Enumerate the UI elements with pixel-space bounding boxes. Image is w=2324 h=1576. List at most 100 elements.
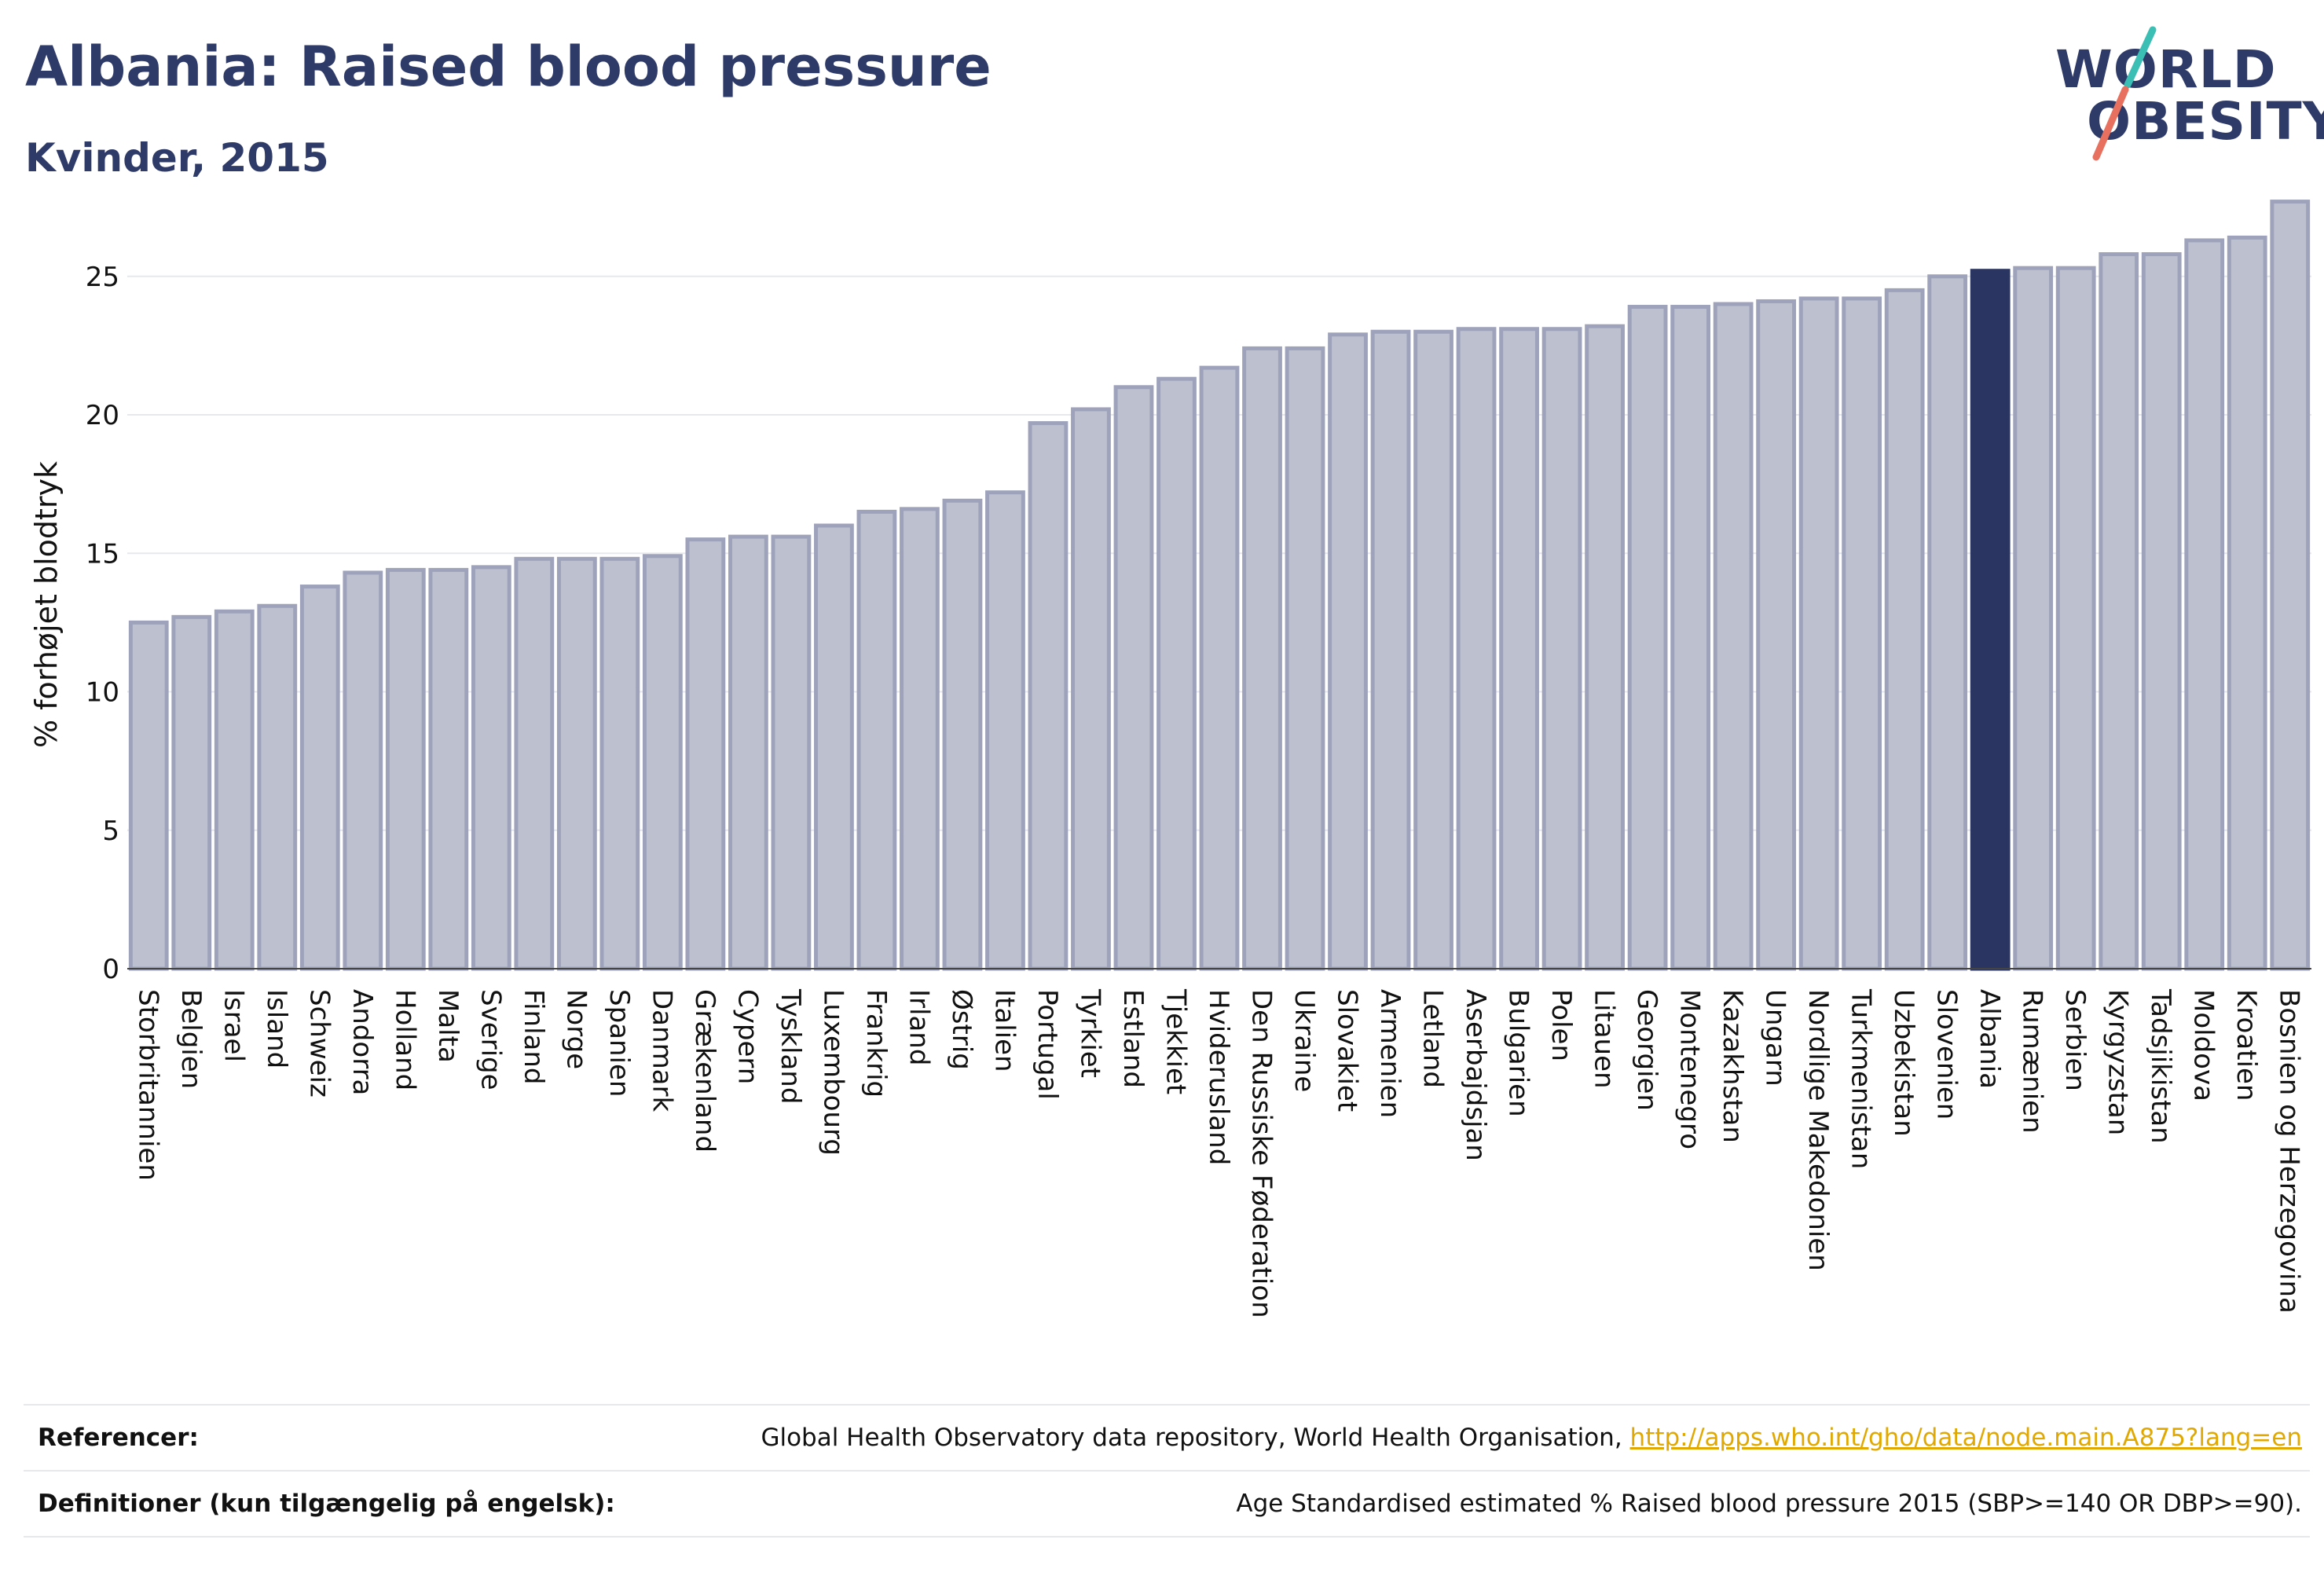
x-tick-label: Polen <box>1545 989 1577 1061</box>
x-tick-label: Kazakhstan <box>1717 989 1748 1143</box>
bar <box>2013 266 2054 971</box>
x-tick-label: Storbritannien <box>132 989 163 1181</box>
x-tick-label: Slovenien <box>1931 989 1963 1120</box>
bar <box>942 498 983 971</box>
bar <box>1157 376 1197 971</box>
x-tick-label: Aserbajdsjan <box>1460 989 1491 1161</box>
bar <box>214 609 255 971</box>
bar <box>1842 296 1882 971</box>
logo-text-world: WORLD <box>2055 39 2277 100</box>
bar <box>599 556 640 971</box>
x-tick-label: Slovakiet <box>1332 989 1363 1112</box>
chart-subtitle: Kvinder, 2015 <box>25 135 329 181</box>
y-tick-label: 25 <box>86 262 119 293</box>
x-tick-label: Albania <box>1974 989 2005 1089</box>
references-link[interactable]: http://apps.who.int/gho/data/node.main.A… <box>1629 1424 2302 1452</box>
bar <box>1285 346 1325 971</box>
x-tick-label: Portugal <box>1032 989 1063 1100</box>
bar <box>514 556 555 971</box>
bar <box>1370 329 1411 971</box>
x-tick-label: Bosnien og Herzegovina <box>2274 989 2305 1314</box>
bar <box>900 507 940 971</box>
definitions-row: Definitioner (kun tilgængelig på engelsk… <box>24 1470 2310 1538</box>
x-tick-label: Estland <box>1117 989 1149 1088</box>
x-tick-label: Kroatien <box>2231 989 2262 1101</box>
bar <box>556 556 597 971</box>
bar <box>1328 332 1368 971</box>
bar <box>257 603 298 971</box>
x-tick-label: Østrig <box>946 989 977 1070</box>
bar <box>1541 327 1582 971</box>
bar <box>2270 200 2311 971</box>
x-tick-label: Tadsjikistan <box>2145 988 2176 1144</box>
bar <box>1670 305 1711 971</box>
x-tick-label: Tjekkiet <box>1160 988 1191 1094</box>
x-tick-label: Bulgarien <box>1503 989 1534 1117</box>
bar <box>1884 288 1925 971</box>
x-tick-label: Den Russiske Føderation <box>1246 989 1277 1318</box>
y-tick-label: 0 <box>102 954 119 985</box>
bar <box>1585 324 1625 971</box>
y-axis-label: % forhøjet blodtryk <box>29 461 64 748</box>
bar <box>1028 421 1069 971</box>
bar <box>985 490 1025 971</box>
x-tick-label: Tyskland <box>775 988 806 1104</box>
bar-highlight <box>1970 269 2011 971</box>
bar <box>428 567 469 971</box>
bar <box>343 570 383 971</box>
references-text: Global Health Observatory data repositor… <box>761 1424 1630 1452</box>
x-tick-label: Moldova <box>2188 989 2220 1101</box>
x-tick-label: Nordlige Makedonien <box>1802 989 1834 1271</box>
x-tick-label: Belgien <box>175 989 207 1089</box>
x-tick-label: Hviderusland <box>1203 989 1234 1165</box>
bar <box>1413 329 1453 971</box>
world-obesity-logo: WORLD OBESITY <box>2043 24 2324 165</box>
x-tick-label: Norge <box>560 989 592 1069</box>
y-tick-label: 20 <box>86 400 119 431</box>
bar <box>685 537 726 971</box>
bar <box>171 614 212 971</box>
bar <box>299 585 340 971</box>
x-tick-label: Israel <box>218 989 249 1062</box>
bar <box>1798 296 1839 971</box>
logo-slash-icon <box>2092 26 2157 161</box>
x-tick-label: Schweiz <box>303 989 335 1098</box>
bar <box>856 509 897 971</box>
bar <box>1927 274 1968 971</box>
definitions-label: Definitioner (kun tilgængelig på engelsk… <box>38 1490 615 1518</box>
x-tick-label: Malta <box>432 989 464 1063</box>
references-label: Referencer: <box>38 1424 199 1452</box>
y-tick-label: 10 <box>86 677 119 709</box>
x-tick-label: Turkmenistan <box>1846 988 1877 1169</box>
x-tick-label: Grækenland <box>689 989 720 1153</box>
bar <box>1499 327 1539 971</box>
x-tick-label: Italien <box>988 989 1020 1072</box>
references-row: Referencer: Global Health Observatory da… <box>24 1404 2310 1470</box>
bar <box>471 565 511 971</box>
definitions-text: Age Standardised estimated % Raised bloo… <box>1236 1490 2302 1518</box>
x-tick-label: Uzbekistan <box>1888 989 1919 1137</box>
x-tick-label: Sverige <box>475 989 506 1090</box>
bar <box>128 620 169 971</box>
x-tick-label: Frankrig <box>860 989 892 1098</box>
chart-title: Albania: Raised blood pressure <box>25 35 992 99</box>
x-tick-label: Montenegro <box>1674 989 1706 1149</box>
bar <box>1756 299 1797 971</box>
bar <box>385 567 426 971</box>
x-tick-label: Letland <box>1417 989 1449 1088</box>
x-tick-label: Rumænien <box>2017 989 2048 1134</box>
x-tick-label: Irland <box>903 989 934 1065</box>
bar <box>771 534 812 971</box>
bar <box>1113 385 1154 971</box>
x-tick-label: Danmark <box>646 989 677 1112</box>
x-tick-label: Ungarn <box>1760 989 1791 1087</box>
bar <box>1242 346 1282 971</box>
bar <box>2099 252 2139 971</box>
x-tick-label: Spanien <box>603 989 635 1097</box>
bar <box>2184 238 2225 971</box>
x-tick-label: Litauen <box>1589 989 1620 1089</box>
x-tick-label: Andorra <box>346 989 378 1095</box>
y-tick-label: 5 <box>102 815 119 847</box>
x-tick-label: Armenien <box>1374 989 1406 1118</box>
footer: Referencer: Global Health Observatory da… <box>24 1404 2310 1538</box>
